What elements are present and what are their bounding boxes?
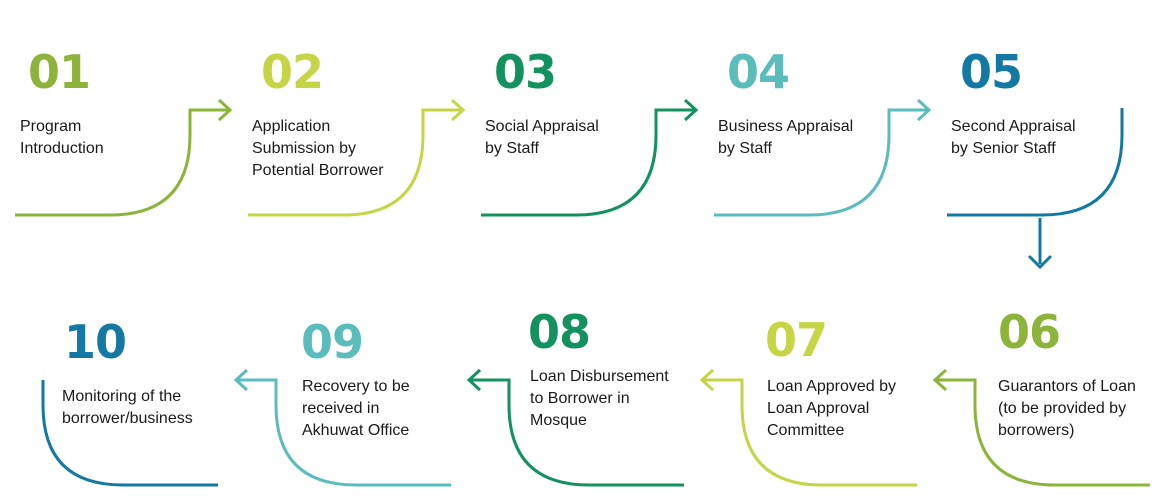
step-10-connector <box>41 380 218 487</box>
step-04-arrow-head <box>916 98 932 122</box>
step-08-connector <box>471 378 684 487</box>
step-01-arrow-head <box>217 98 233 122</box>
step-08-arrow-head <box>466 368 482 392</box>
step-07-connector <box>704 378 917 487</box>
step-09-label: Recovery to be received in Akhuwat Offic… <box>302 378 414 439</box>
step-09-number: 09 <box>301 315 363 369</box>
step-03-label: Social Appraisal by Staff <box>485 118 603 157</box>
step-06-label: Guarantors of Loan (to be provided by bo… <box>998 378 1140 439</box>
step-07-arrow-head <box>699 368 715 392</box>
step-08-label: Loan Disbursement to Borrower in Mosque <box>530 368 673 429</box>
step-02-label: Application Submission by Potential Borr… <box>252 118 384 179</box>
step-09-arrow-head <box>233 368 249 392</box>
step-03-number: 03 <box>494 45 556 99</box>
step-08-number: 08 <box>528 305 590 359</box>
step-10-number: 10 <box>64 315 126 369</box>
step-06-arrow-head <box>932 368 948 392</box>
step-07-number: 07 <box>765 313 827 367</box>
step-10-label: Monitoring of the borrower/business <box>62 388 193 427</box>
step-06-connector <box>937 378 1150 487</box>
step-05-number: 05 <box>960 45 1022 99</box>
step-05-arrow-head <box>1027 254 1053 270</box>
step-06-number: 06 <box>998 305 1060 359</box>
step-01-label: Program Introduction <box>20 118 104 157</box>
step-05-connector <box>947 108 1124 217</box>
step-07-label: Loan Approved by Loan Approval Committee <box>767 378 900 439</box>
step-04-label: Business Appraisal by Staff <box>718 118 858 157</box>
step-03-connector <box>481 108 694 217</box>
step-01-number: 01 <box>28 45 90 99</box>
step-09-connector <box>238 378 451 487</box>
step-01-connector <box>15 108 228 217</box>
step-03-arrow-head <box>683 98 699 122</box>
step-04-connector <box>714 108 927 217</box>
step-05-label: Second Appraisal by Senior Staff <box>951 118 1080 157</box>
step-02-connector <box>248 108 461 217</box>
step-04-number: 04 <box>727 45 789 99</box>
step-02-arrow-head <box>450 98 466 122</box>
step-02-number: 02 <box>261 45 323 99</box>
